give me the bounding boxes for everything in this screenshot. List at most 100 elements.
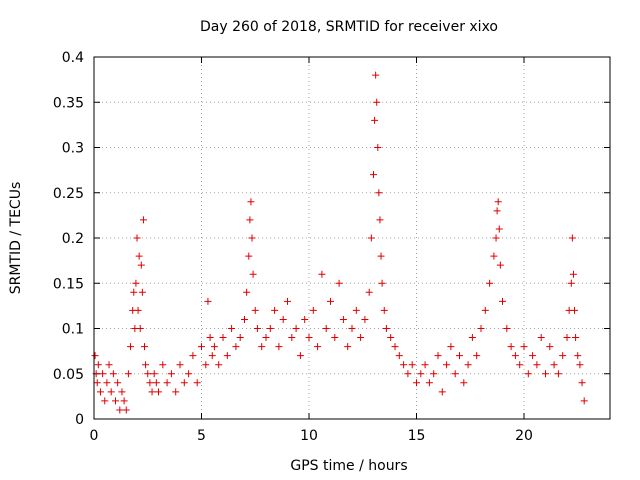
data-point: [574, 352, 582, 360]
x-tick-label: 10: [300, 428, 318, 444]
data-point: [305, 334, 313, 342]
data-point: [559, 352, 567, 360]
data-point: [554, 370, 562, 378]
data-point: [275, 343, 283, 351]
data-point: [114, 379, 122, 387]
x-tick-label: 15: [408, 428, 426, 444]
data-point: [144, 370, 152, 378]
data-point: [571, 306, 579, 314]
data-point: [185, 370, 193, 378]
data-point: [204, 297, 212, 305]
data-point: [180, 379, 188, 387]
data-point: [146, 379, 154, 387]
data-point: [348, 325, 356, 332]
data-point: [136, 325, 144, 332]
data-point: [163, 379, 171, 387]
data-point: [176, 361, 184, 369]
data-point: [430, 370, 438, 378]
data-point: [288, 334, 296, 342]
x-tick-label: 0: [90, 428, 99, 444]
x-tick-label: 5: [197, 428, 206, 444]
data-point: [318, 270, 326, 278]
data-point: [112, 397, 119, 405]
data-point: [421, 361, 429, 369]
data-point: [413, 379, 420, 387]
data-point: [130, 288, 138, 296]
data-point: [232, 343, 240, 351]
data-point: [148, 388, 156, 396]
data-point: [124, 370, 132, 378]
data-point: [247, 198, 255, 206]
data-point: [456, 352, 463, 360]
data-point: [376, 216, 384, 224]
data-point: [404, 370, 412, 378]
data-point: [142, 361, 150, 369]
data-point: [127, 343, 135, 351]
data-point: [322, 325, 330, 332]
data-point: [189, 352, 197, 360]
data-point: [339, 315, 347, 323]
data-point: [134, 306, 142, 314]
data-point: [576, 361, 584, 369]
data-point: [93, 379, 101, 387]
data-point: [495, 225, 503, 233]
data-point: [533, 361, 541, 369]
data-point: [243, 288, 251, 296]
y-tick-label: 0.25: [53, 186, 84, 202]
data-point: [511, 352, 519, 360]
data-point: [284, 297, 291, 305]
data-point: [133, 234, 141, 242]
data-point: [101, 397, 109, 405]
y-tick-label: 0.4: [62, 50, 84, 66]
data-point: [408, 361, 416, 369]
data-point: [91, 352, 99, 360]
data-point: [524, 370, 532, 378]
data-point: [99, 370, 107, 378]
data-point: [208, 352, 216, 360]
data-point: [438, 388, 446, 396]
data-point: [367, 234, 375, 242]
y-tick-label: 0.35: [53, 95, 84, 111]
data-point: [137, 261, 145, 269]
x-tick-label: 20: [515, 428, 533, 444]
data-point: [253, 325, 261, 332]
data-point: [550, 361, 558, 369]
data-point: [122, 406, 130, 414]
plot-frame: [93, 56, 611, 420]
data-point: [215, 361, 223, 369]
data-point: [434, 352, 442, 360]
data-point: [378, 279, 386, 287]
data-point: [417, 370, 425, 378]
data-point: [568, 234, 576, 242]
data-point: [292, 325, 300, 332]
data-point: [370, 171, 377, 179]
data-point: [193, 379, 201, 387]
data-point: [490, 252, 498, 260]
data-point: [572, 334, 580, 342]
data-point: [139, 216, 147, 224]
data-point: [477, 325, 485, 332]
data-point: [400, 361, 408, 369]
data-point: [578, 379, 586, 387]
grid-lines: [94, 57, 610, 419]
data-point: [159, 361, 167, 369]
data-point: [382, 325, 390, 332]
data-point: [375, 189, 383, 197]
data-point: [395, 352, 403, 360]
data-point: [507, 343, 515, 351]
data-point: [373, 98, 381, 106]
data-point: [473, 352, 481, 360]
data-point: [210, 343, 218, 351]
data-point: [167, 370, 175, 378]
y-axis-label: SRMTID / TECUs: [8, 182, 24, 295]
data-point: [172, 388, 180, 396]
y-tick-label: 0.2: [62, 231, 84, 247]
data-point: [96, 388, 104, 396]
data-point: [262, 334, 270, 342]
data-point: [529, 352, 537, 360]
data-point: [391, 343, 399, 351]
data-point: [447, 343, 455, 351]
data-point: [105, 361, 113, 369]
data-point: [219, 334, 227, 342]
data-point: [94, 361, 102, 369]
